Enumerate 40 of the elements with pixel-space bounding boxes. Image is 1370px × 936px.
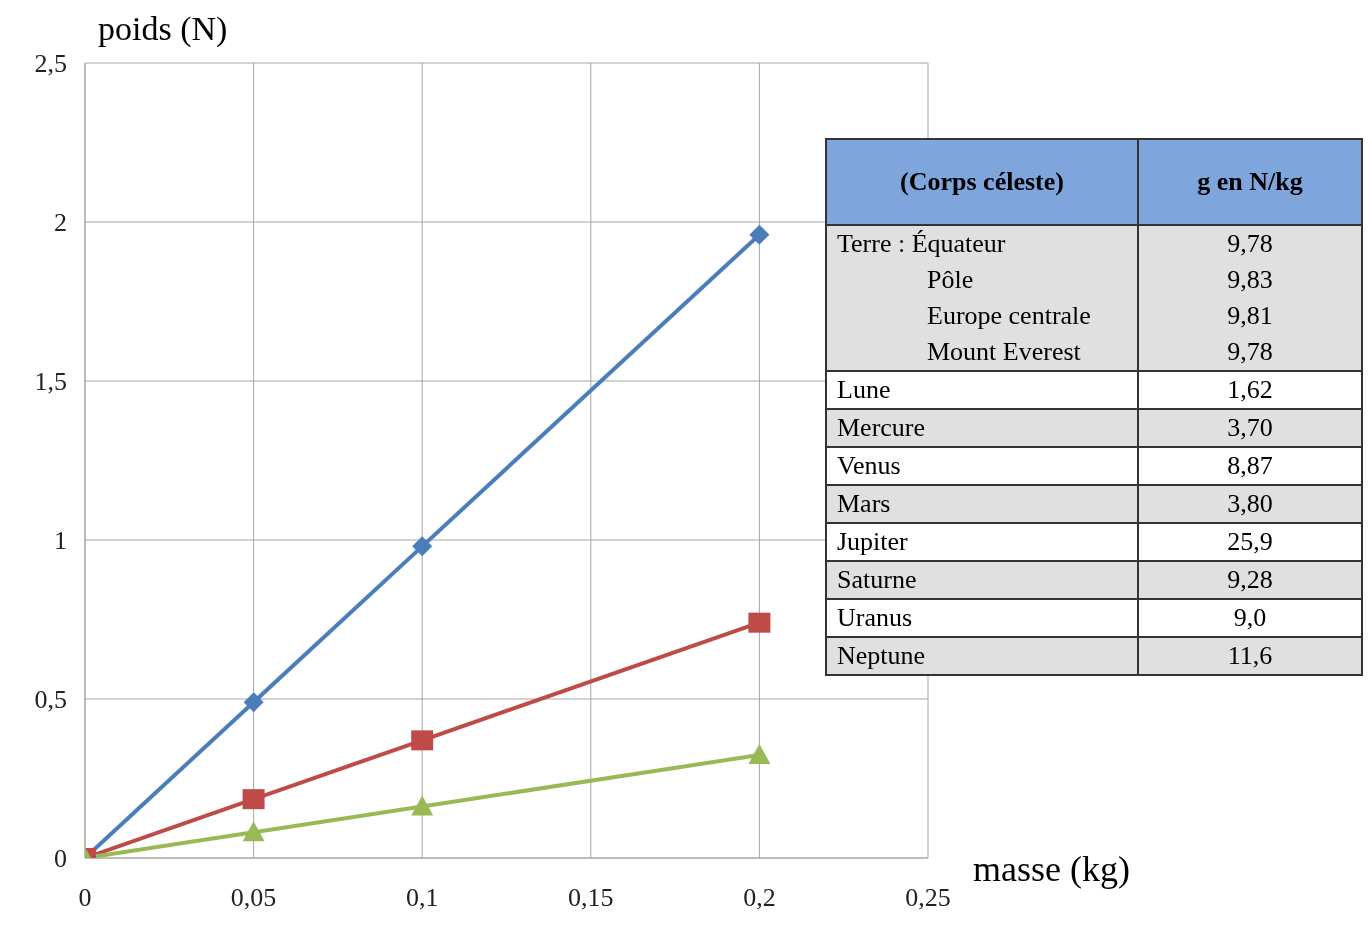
text: 11,6 (1227, 641, 1273, 670)
category-label: Lune (826, 371, 1138, 409)
x-tick-label: 0 (78, 883, 92, 913)
category-label: Venus (826, 447, 1138, 485)
text: 9,83 (1227, 265, 1273, 294)
x-tick-label: 0,15 (568, 883, 614, 913)
text: 25,9 (1227, 527, 1273, 556)
x-tick-label: 0,05 (230, 883, 277, 913)
text: 3,70 (1227, 413, 1273, 442)
y-axis-title: poids (N) (98, 10, 228, 48)
text: 9,78 (1227, 229, 1273, 258)
text: 9,0 (1233, 603, 1267, 632)
category-label: Jupiter (826, 523, 1138, 561)
text: 3,80 (1227, 489, 1273, 518)
x-axis-title: masse (kg) (973, 848, 1130, 890)
y-tick-label: 1 (54, 526, 67, 556)
x-tick-label: 0,2 (743, 883, 776, 913)
category-label: Saturne (826, 561, 1138, 599)
text: 9,28 (1227, 565, 1273, 594)
category-label: Mercure (826, 409, 1138, 447)
category-label: Terre : Équateur (826, 225, 1138, 262)
category-label: Pôle (826, 262, 1138, 298)
text: 8,87 (1227, 451, 1273, 480)
x-tick-label: 0,25 (905, 883, 951, 913)
category-label: Uranus (826, 599, 1138, 637)
text: g en N/kg (1138, 139, 1362, 225)
y-tick-label: 0 (54, 844, 67, 874)
category-label: Mars (826, 485, 1138, 523)
x-tick-label: 0,1 (405, 883, 439, 913)
y-tick-label: 2,5 (34, 49, 67, 79)
category-label: Europe centrale (826, 298, 1138, 334)
category-label: Mount Everest (826, 334, 1138, 371)
annotation: (Corps céleste) (826, 139, 1138, 225)
y-tick-label: 1,5 (34, 367, 67, 397)
text: 1,62 (1227, 375, 1273, 404)
y-tick-label: 2 (54, 208, 67, 238)
text: 9,78 (1227, 337, 1273, 366)
category-label: Neptune (826, 637, 1138, 675)
text: 9,81 (1227, 301, 1273, 330)
y-tick-label: 0,5 (34, 685, 67, 715)
